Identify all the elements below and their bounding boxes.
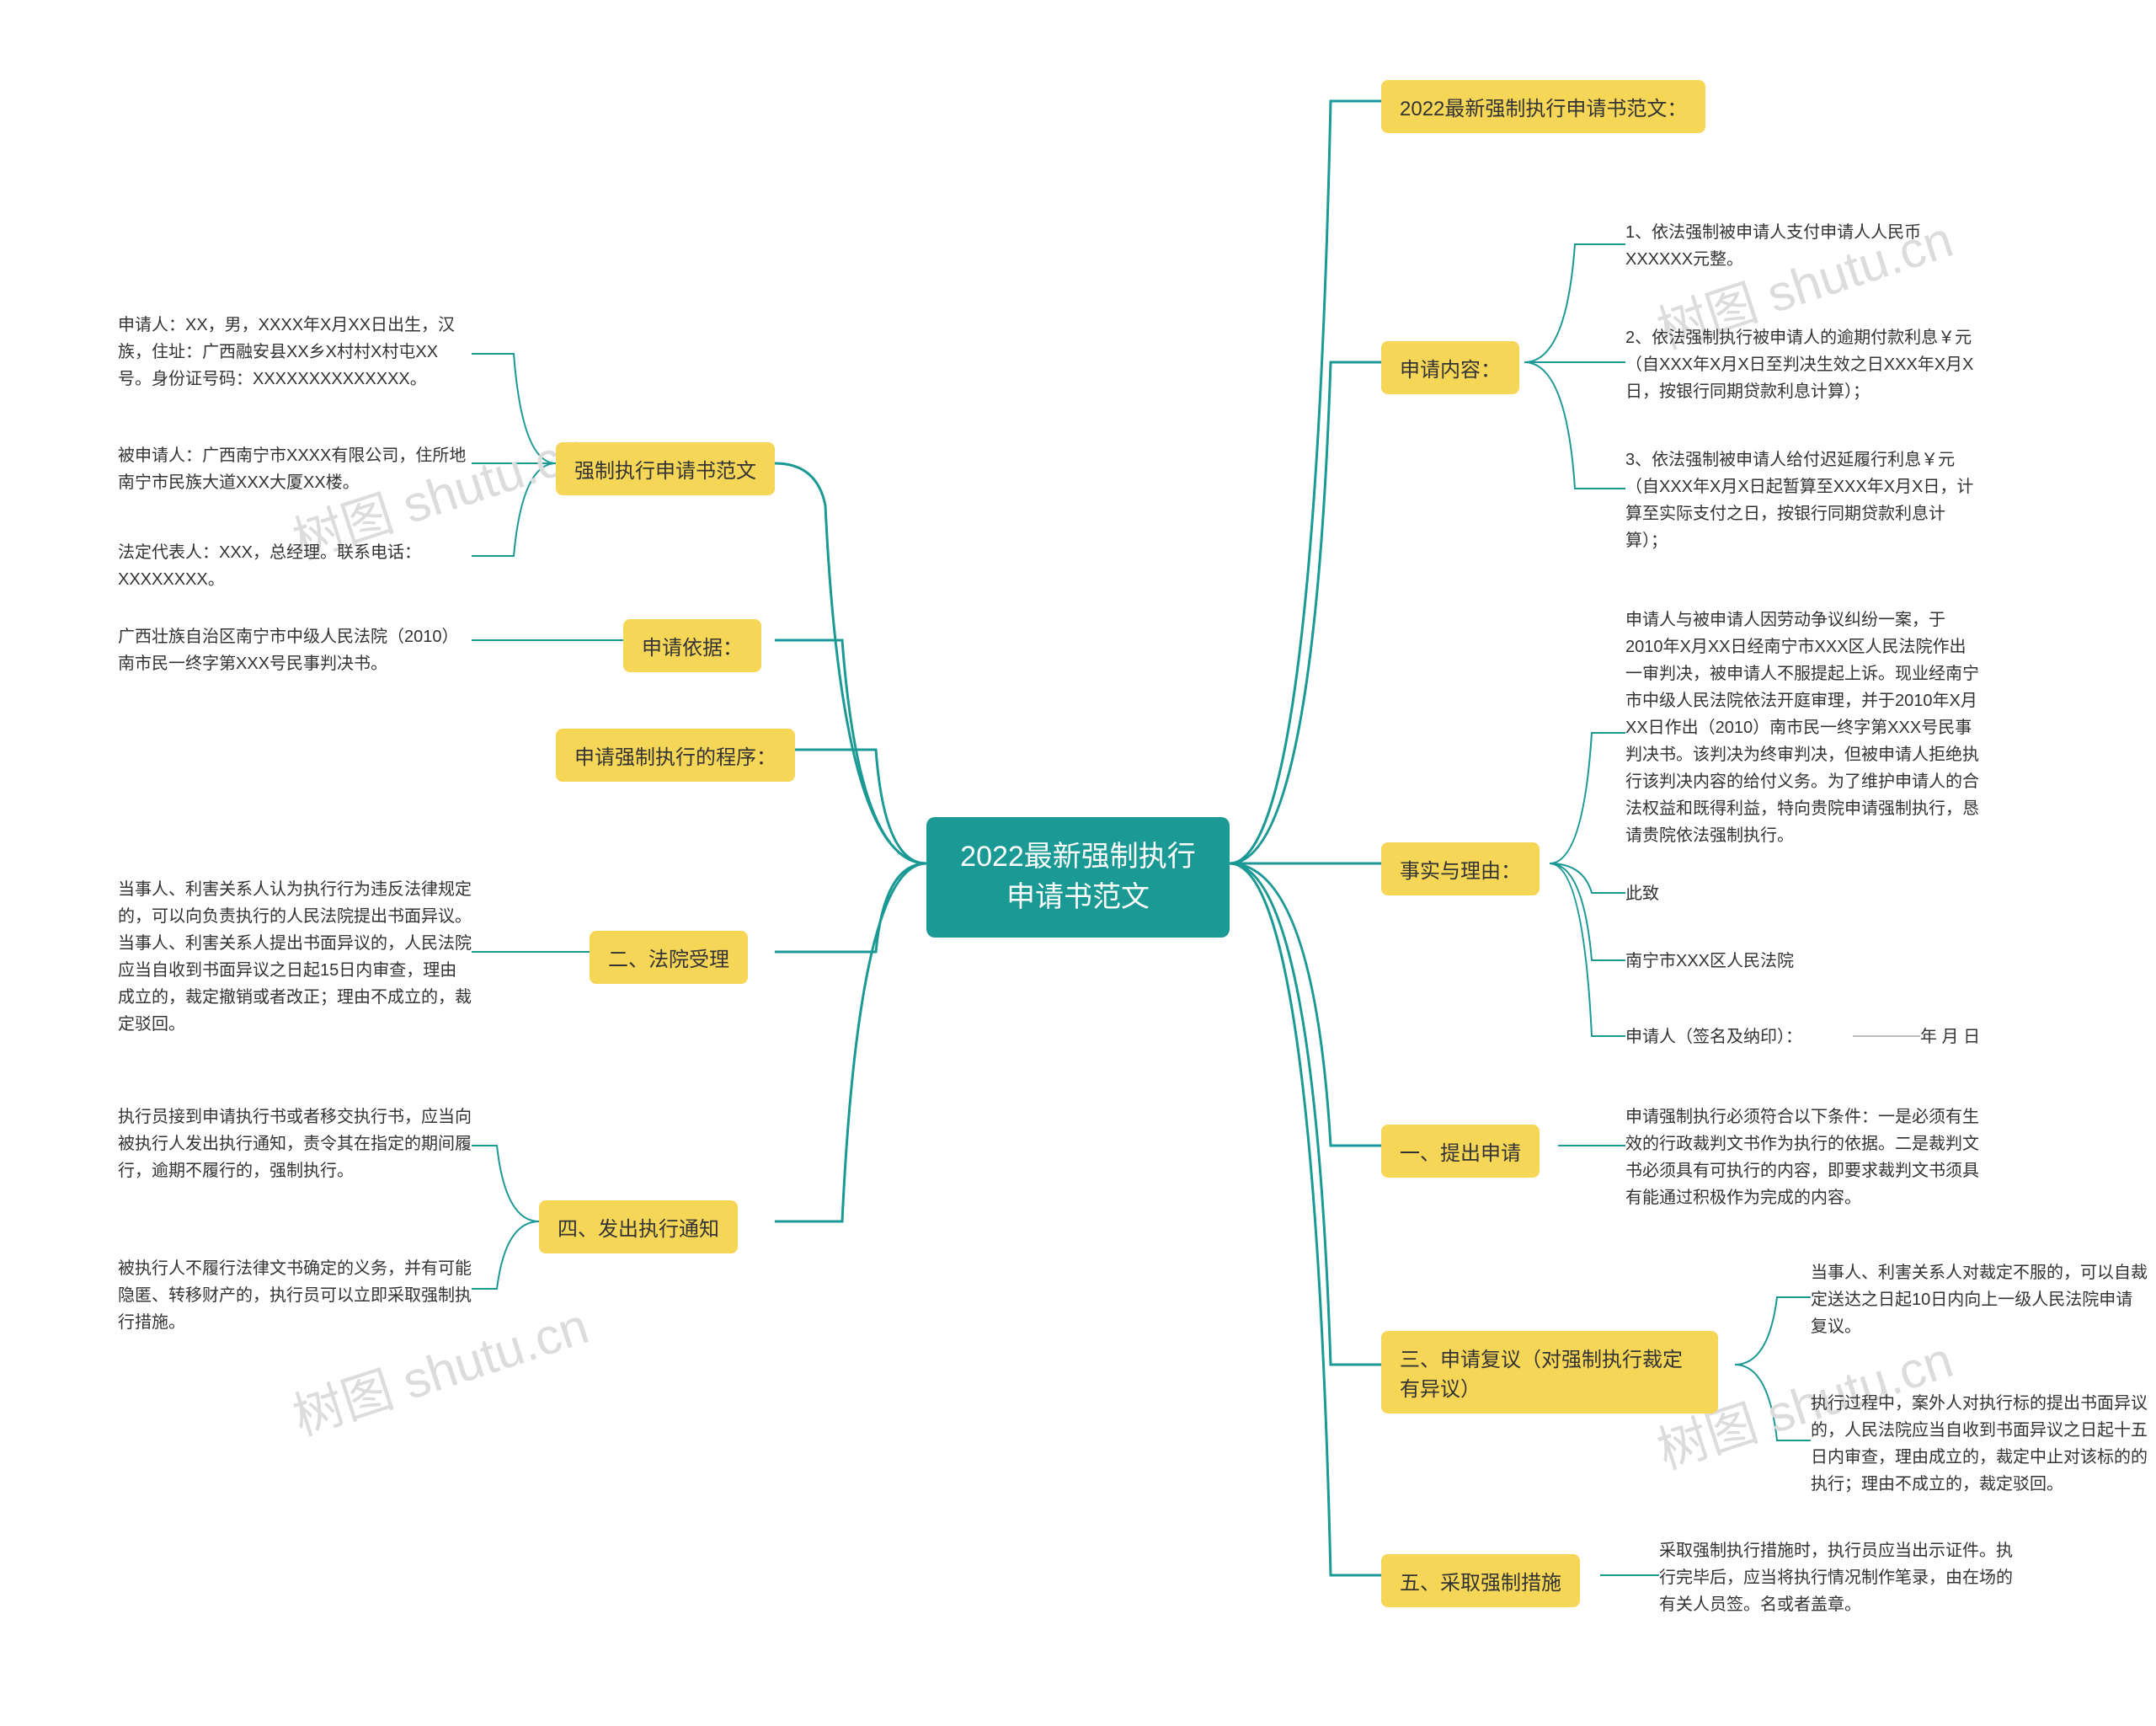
leaf-l1c: 法定代表人：XXX，总经理。联系电话：XXXXXXXX。 <box>118 539 472 593</box>
leaf-r3a: 申请人与被申请人因劳动争议纠纷一案，于2010年X月XX日经南宁市XXX区人民法… <box>1625 607 1979 849</box>
leaf-l5b: 被执行人不履行法律文书确定的义务，并有可能隐匿、转移财产的，执行员可以立即采取强… <box>118 1255 472 1336</box>
branch-template-l1[interactable]: 强制执行申请书范文 <box>556 442 775 495</box>
leaf-l1b: 被申请人：广西南宁市XXXX有限公司，住所地南宁市民族大道XXX大厦XX楼。 <box>118 442 472 496</box>
leaf-r2a: 1、依法强制被申请人支付申请人人民币XXXXXX元整。 <box>1625 219 1979 273</box>
branch-fact-r3[interactable]: 事实与理由： <box>1381 842 1540 895</box>
leaf-r5b: 执行过程中，案外人对执行标的提出书面异议的，人民法院应当自收到书面异议之日起十五… <box>1811 1390 2148 1498</box>
leaf-r6a: 采取强制执行措施时，执行员应当出示证件。执行完毕后，应当将执行情况制作笔录，由在… <box>1659 1537 2013 1618</box>
leaf-r3c: 南宁市XXX区人民法院 <box>1625 948 1844 975</box>
leaf-r2c: 3、依法强制被申请人给付迟延履行利息￥元（自XXX年X月X日起暂算至XXX年X月… <box>1625 446 1979 554</box>
leaf-r3d-sub: 年 月 日 <box>1920 1023 2072 1050</box>
branch-content-r2[interactable]: 申请内容： <box>1381 341 1519 394</box>
leaf-r3b: 此致 <box>1625 880 1844 907</box>
branch-basis-l2[interactable]: 申请依据： <box>623 619 761 672</box>
leaf-r5a: 当事人、利害关系人对裁定不服的，可以自裁定送达之日起10日内向上一级人民法院申请… <box>1811 1259 2148 1340</box>
branch-apply-r4[interactable]: 一、提出申请 <box>1381 1125 1540 1178</box>
branch-procedure-l3[interactable]: 申请强制执行的程序： <box>556 729 795 782</box>
leaf-r2b: 2、依法强制执行被申请人的逾期付款利息￥元（自XXX年X月X日至判决生效之日XX… <box>1625 324 1979 405</box>
leaf-r3d: 申请人（签名及纳印）： <box>1625 1023 1844 1050</box>
branch-notice-l5[interactable]: 四、发出执行通知 <box>539 1200 738 1253</box>
branch-court-l4[interactable]: 二、法院受理 <box>590 931 748 984</box>
center-node[interactable]: 2022最新强制执行申请书范文 <box>926 817 1230 938</box>
branch-force-r6[interactable]: 五、采取强制措施 <box>1381 1554 1580 1607</box>
leaf-r4a: 申请强制执行必须符合以下条件：一是必须有生效的行政裁判文书作为执行的依据。二是裁… <box>1625 1103 1979 1211</box>
leaf-l4a: 当事人、利害关系人认为执行行为违反法律规定的，可以向负责执行的人民法院提出书面异… <box>118 876 472 1038</box>
leaf-l5a: 执行员接到申请执行书或者移交执行书，应当向被执行人发出执行通知，责令其在指定的期… <box>118 1103 472 1184</box>
leaf-l2a: 广西壮族自治区南宁市中级人民法院（2010）南市民一终字第XXX号民事判决书。 <box>118 623 472 677</box>
leaf-l1a: 申请人：XX，男，XXXX年X月XX日出生，汉族，住址：广西融安县XX乡X村村X… <box>118 312 472 393</box>
branch-title-r1[interactable]: 2022最新强制执行申请书范文： <box>1381 80 1705 133</box>
branch-review-r5[interactable]: 三、申请复议（对强制执行裁定有异议） <box>1381 1331 1718 1413</box>
